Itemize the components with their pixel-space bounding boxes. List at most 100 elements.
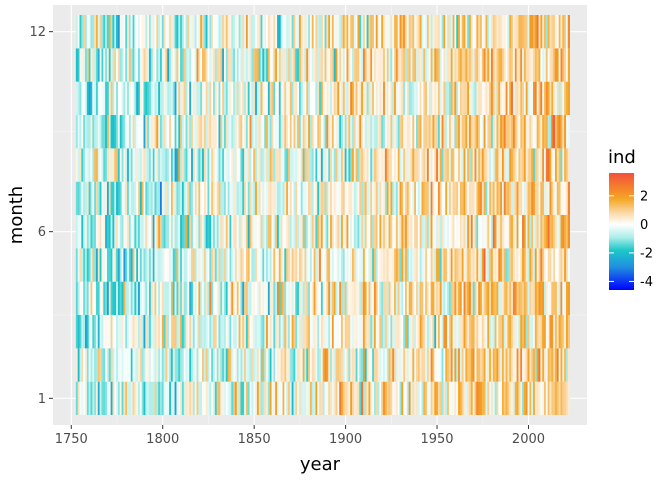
heatmap-cell: [141, 115, 144, 149]
heatmap-cell: [174, 381, 177, 415]
heatmap-cell: [443, 381, 446, 415]
heatmap-cell: [275, 348, 278, 382]
heatmap-cell: [291, 81, 294, 115]
heatmap-cell: [500, 15, 503, 49]
heatmap-cell: [163, 215, 166, 249]
heatmap-cell: [454, 81, 457, 115]
heatmap-cell: [403, 248, 406, 282]
heatmap-cell: [346, 115, 349, 149]
heatmap-cell: [191, 48, 194, 82]
heatmap-cell: [501, 215, 505, 249]
heatmap-cell: [95, 148, 99, 182]
heatmap-cell: [234, 115, 238, 149]
heatmap-cell: [408, 81, 411, 115]
heatmap-cell: [481, 48, 485, 82]
heatmap-cell: [467, 348, 470, 382]
heatmap-cell: [264, 381, 267, 415]
heatmap-cell: [291, 115, 294, 149]
heatmap-cell: [99, 281, 102, 315]
heatmap-cell: [408, 381, 411, 415]
heatmap-cell: [79, 48, 82, 82]
heatmap-cell: [362, 281, 366, 315]
heatmap-cell: [527, 281, 530, 315]
heatmap-cell: [319, 381, 322, 415]
heatmap-cell: [333, 348, 336, 382]
heatmap-cell: [540, 315, 543, 349]
heatmap-cell: [558, 15, 561, 49]
heatmap-cell: [295, 248, 298, 282]
heatmap-cell: [196, 148, 199, 182]
heatmap-cell: [280, 115, 283, 149]
heatmap-cell: [216, 181, 219, 215]
heatmap-cell: [478, 215, 481, 249]
heatmap-cell: [467, 81, 470, 115]
heatmap-cell: [203, 315, 207, 349]
heatmap-cell: [227, 115, 230, 149]
heatmap-cell: [317, 115, 320, 149]
heatmap-cell: [282, 315, 285, 349]
heatmap-cell: [452, 348, 455, 382]
heatmap-cell: [448, 115, 452, 149]
heatmap-cell: [262, 181, 265, 215]
heatmap-cell: [370, 381, 373, 415]
heatmap-cell: [362, 148, 366, 182]
heatmap-cell: [518, 248, 521, 282]
heatmap-cell: [366, 81, 369, 115]
heatmap-cell: [101, 48, 104, 82]
heatmap-cell: [103, 348, 106, 382]
heatmap-cell: [85, 148, 88, 182]
heatmap-cell: [447, 315, 450, 349]
heatmap-cell: [315, 115, 318, 149]
heatmap-cell: [242, 115, 245, 149]
heatmap-cell: [169, 348, 172, 382]
heatmap-cell: [436, 181, 439, 215]
heatmap-cell: [454, 48, 457, 82]
heatmap-cell: [145, 348, 148, 382]
heatmap-cell: [178, 148, 181, 182]
heatmap-cell: [288, 48, 291, 82]
heatmap-cell: [498, 148, 501, 182]
heatmap-cell: [231, 115, 234, 149]
heatmap-cell: [426, 315, 430, 349]
heatmap-cell: [189, 81, 192, 115]
heatmap-cell: [448, 15, 452, 49]
heatmap-cell: [213, 215, 216, 249]
heatmap-cell: [300, 315, 303, 349]
heatmap-cell: [203, 48, 207, 82]
heatmap-cell: [454, 381, 457, 415]
heatmap-cell: [514, 148, 517, 182]
heatmap-cell: [390, 215, 393, 249]
heatmap-cell: [335, 15, 338, 49]
heatmap-cell: [383, 81, 386, 115]
heatmap-cell: [520, 348, 523, 382]
heatmap-cell: [341, 281, 344, 315]
heatmap-cell: [298, 348, 302, 382]
heatmap-cell: [247, 381, 250, 415]
heatmap-cell: [520, 15, 523, 49]
heatmap-cell: [234, 348, 238, 382]
heatmap-cell: [280, 281, 283, 315]
heatmap-cell: [240, 215, 243, 249]
heatmap-cell: [218, 148, 221, 182]
heatmap-cell: [333, 181, 336, 215]
heatmap-cell: [364, 281, 367, 315]
heatmap-cell: [459, 281, 463, 315]
heatmap-cell: [463, 381, 466, 415]
heatmap-cell: [293, 381, 296, 415]
heatmap-cell: [161, 248, 164, 282]
heatmap-cell: [229, 315, 232, 349]
heatmap-cell: [558, 348, 561, 382]
heatmap-cell: [348, 281, 351, 315]
heatmap-cell: [405, 81, 408, 115]
heatmap-cell: [85, 248, 88, 282]
heatmap-cell: [181, 381, 185, 415]
heatmap-cell: [538, 348, 541, 382]
heatmap-cell: [472, 181, 475, 215]
heatmap-cell: [401, 381, 404, 415]
heatmap-cell: [432, 248, 435, 282]
heatmap-cell: [295, 215, 298, 249]
heatmap-cell: [245, 81, 249, 115]
heatmap-cell: [478, 15, 481, 49]
heatmap-cell: [448, 348, 452, 382]
